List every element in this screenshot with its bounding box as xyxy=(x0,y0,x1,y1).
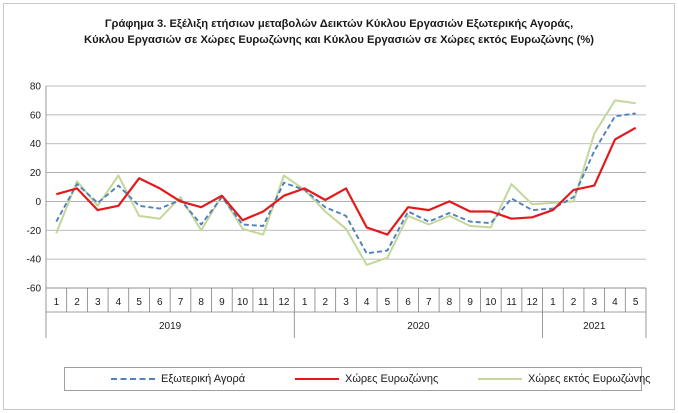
x-tick-label: 6 xyxy=(405,297,411,308)
legend-label: Χώρες εκτός Ευρωζώνης xyxy=(528,373,651,385)
y-tick-label: 60 xyxy=(30,110,42,121)
chart-legend: Εξωτερική Αγορά Χώρες Ευρωζώνης Χώρες εκτό… xyxy=(64,367,651,391)
legend-item-2: Χώρες Ευρωζώνης xyxy=(295,372,438,386)
legend-item-3: Χώρες εκτός Ευρωζώνης xyxy=(478,372,651,386)
x-tick-label: 3 xyxy=(591,297,597,308)
x-tick-label: 4 xyxy=(116,297,122,308)
x-tick-label: 1 xyxy=(550,297,556,308)
x-tick-label: 5 xyxy=(633,297,639,308)
series-line-1 xyxy=(55,112,636,255)
y-tick-label: 0 xyxy=(35,197,41,208)
series-line-2 xyxy=(56,126,637,236)
x-tick-label: 11 xyxy=(506,297,517,308)
y-tick-label: 40 xyxy=(30,139,42,150)
legend-swatch xyxy=(478,378,522,380)
chart-title-line-2: Κύκλου Εργασιών σε Χώρες Ευρωζώνης και Κ… xyxy=(83,34,595,46)
x-tick-label: 2 xyxy=(323,297,329,308)
year-label: 2020 xyxy=(407,321,430,332)
chart-title: Γράφημα 3. Εξέλιξη ετήσιων μεταβολών Δει… xyxy=(4,16,674,48)
chart-frame: Γράφημα 3. Εξέλιξη ετήσιων μεταβολών Δει… xyxy=(3,3,675,410)
legend-item-1: Εξωτερική Αγορά xyxy=(111,372,245,386)
x-tick-label: 8 xyxy=(198,297,204,308)
x-tick-label: 10 xyxy=(237,297,249,308)
x-tick-label: 5 xyxy=(385,297,391,308)
y-tick-label: 80 xyxy=(30,82,42,93)
series-line-3 xyxy=(55,99,636,266)
year-label: 2021 xyxy=(583,321,606,332)
x-tick-label: 8 xyxy=(447,297,453,308)
x-tick-label: 3 xyxy=(343,297,349,308)
x-tick-label: 7 xyxy=(178,297,184,308)
y-tick-label: -40 xyxy=(27,255,42,266)
x-tick-label: 10 xyxy=(485,297,497,308)
x-tick-label: 3 xyxy=(95,297,101,308)
legend-label: Χώρες Ευρωζώνης xyxy=(345,373,439,385)
legend-swatch xyxy=(111,378,155,380)
x-tick-label: 1 xyxy=(302,297,308,308)
x-tick-label: 9 xyxy=(219,297,225,308)
x-tick-label: 12 xyxy=(527,297,539,308)
x-tick-label: 6 xyxy=(157,297,163,308)
y-tick-label: -20 xyxy=(27,226,42,237)
y-tick-label: -60 xyxy=(27,284,42,295)
year-label: 2019 xyxy=(159,321,182,332)
legend-swatch xyxy=(295,378,339,380)
legend-label: Εξωτερική Αγορά xyxy=(161,373,246,385)
x-tick-label: 1 xyxy=(54,297,60,308)
y-tick-label: 20 xyxy=(30,168,42,179)
x-tick-label: 7 xyxy=(426,297,432,308)
x-tick-label: 4 xyxy=(612,297,618,308)
x-tick-label: 9 xyxy=(467,297,473,308)
x-tick-label: 2 xyxy=(571,297,577,308)
x-tick-label: 4 xyxy=(364,297,370,308)
chart-title-line-1: Γράφημα 3. Εξέλιξη ετήσιων μεταβολών Δει… xyxy=(104,18,574,30)
x-tick-label: 11 xyxy=(258,297,269,308)
x-tick-label: 2 xyxy=(74,297,80,308)
x-tick-label: 5 xyxy=(136,297,142,308)
x-tick-label: 12 xyxy=(278,297,290,308)
